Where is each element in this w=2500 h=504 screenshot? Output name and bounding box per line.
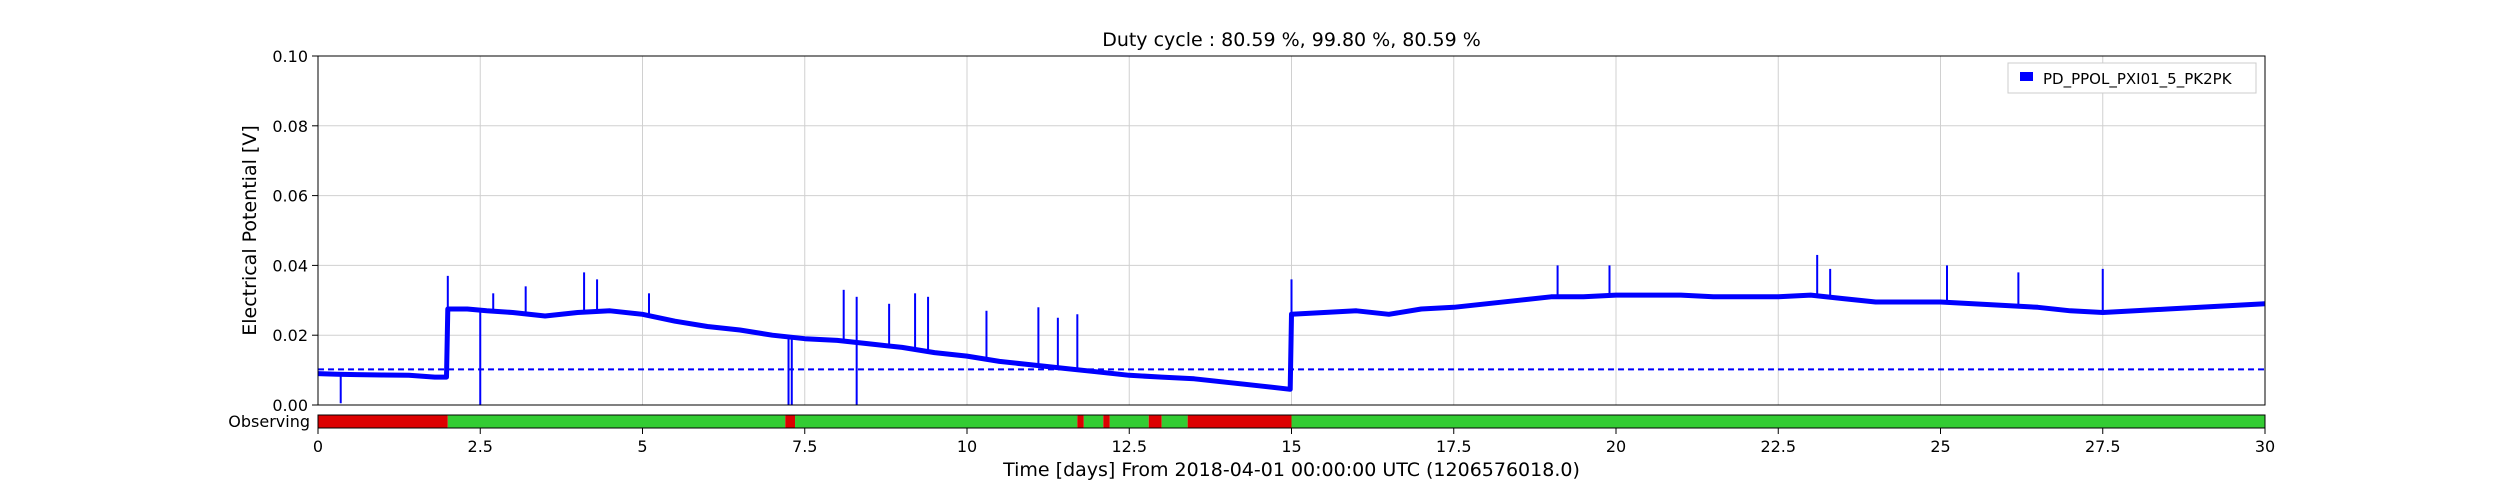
observing-state-bar bbox=[317, 414, 2266, 429]
state-segment bbox=[795, 415, 1078, 428]
state-segment bbox=[1083, 415, 1104, 428]
x-tick-label: 30 bbox=[2255, 437, 2275, 456]
x-tick-label: 7.5 bbox=[792, 437, 817, 456]
chart-title: Duty cycle : 80.59 %, 99.80 %, 80.59 % bbox=[1102, 29, 1481, 51]
x-tick-label: 15 bbox=[1281, 437, 1301, 456]
legend-label: PD_PPOL_PXI01_5_PK2PK bbox=[2043, 70, 2233, 89]
state-segment bbox=[1148, 415, 1162, 428]
x-tick-label: 10 bbox=[957, 437, 977, 456]
x-axis-label: Time [days] From 2018-04-01 00:00:00 UTC… bbox=[1002, 459, 1580, 481]
x-tick-label: 2.5 bbox=[468, 437, 493, 456]
y-tick-label: 0.08 bbox=[272, 117, 308, 136]
y-tick-label: 0.06 bbox=[272, 187, 308, 206]
legend-swatch bbox=[2020, 72, 2033, 81]
plot-frame bbox=[317, 55, 2266, 406]
state-segment bbox=[1187, 415, 1292, 428]
y-tick-label: 0.04 bbox=[272, 256, 308, 275]
state-segment bbox=[1077, 415, 1084, 428]
x-tick-label: 17.5 bbox=[1436, 437, 1472, 456]
state-segment bbox=[1109, 415, 1149, 428]
state-segment bbox=[1291, 415, 2265, 428]
state-bar-label: Observing bbox=[228, 412, 310, 431]
x-tick-label: 0 bbox=[313, 437, 323, 456]
x-tick-label: 27.5 bbox=[2085, 437, 2121, 456]
state-segment bbox=[1103, 415, 1110, 428]
y-tick-label: 0.02 bbox=[272, 326, 308, 345]
y-axis-label: Electrical Potential [V] bbox=[239, 125, 261, 335]
state-segment bbox=[1161, 415, 1188, 428]
legend-box bbox=[2007, 62, 2257, 94]
x-tick-label: 20 bbox=[1606, 437, 1626, 456]
y-tick-label: 0.10 bbox=[272, 47, 308, 66]
state-bar-frame bbox=[317, 414, 2266, 429]
state-segment bbox=[318, 415, 448, 428]
x-tick-label: 5 bbox=[637, 437, 647, 456]
state-segment bbox=[447, 415, 786, 428]
y-tick-label: 0.00 bbox=[272, 396, 308, 415]
y-axis-ticks: 0.00 0.02 0.04 0.06 0.08 0.10 bbox=[272, 47, 318, 415]
x-tick-label: 22.5 bbox=[1760, 437, 1796, 456]
state-segment bbox=[785, 415, 796, 428]
plot-area bbox=[317, 254, 2266, 405]
x-tick-label: 12.5 bbox=[1111, 437, 1147, 456]
x-axis-ticks: 0 2.5 5 7.5 10 12.5 15 17.5 20 22.5 25 27.5 30 bbox=[313, 428, 2275, 456]
series-line bbox=[317, 292, 2266, 392]
legend: PD_PPOL_PXI01_5_PK2PK bbox=[2007, 62, 2257, 94]
x-tick-label: 25 bbox=[1930, 437, 1950, 456]
